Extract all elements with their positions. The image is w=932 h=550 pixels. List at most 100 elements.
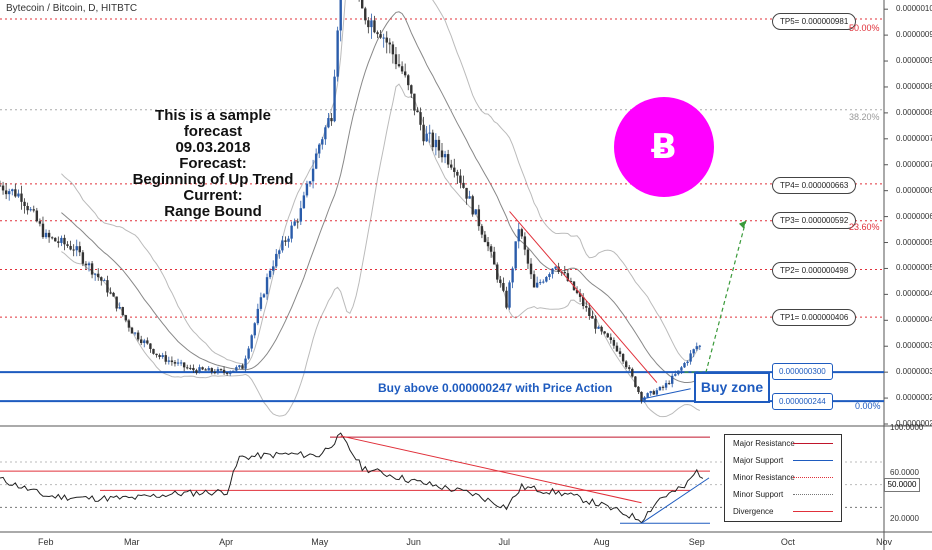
- upper-band: [61, 0, 701, 366]
- candle: [235, 367, 238, 371]
- candle: [686, 361, 689, 364]
- candle: [314, 153, 318, 169]
- candle: [106, 280, 109, 293]
- candle: [327, 118, 330, 128]
- candle: [296, 221, 299, 223]
- annotation-line: Range Bound: [164, 203, 262, 220]
- annotation-line: This is a sample forecast: [155, 107, 271, 140]
- time-tick: May: [311, 537, 329, 547]
- candle: [287, 238, 290, 242]
- candle: [419, 112, 422, 125]
- trendlines: [509, 211, 747, 400]
- candle: [545, 276, 548, 282]
- candle: [4, 190, 8, 195]
- candle: [517, 229, 520, 242]
- candle: [63, 237, 66, 245]
- candle: [624, 361, 628, 368]
- candle: [606, 333, 609, 338]
- candle: [434, 139, 438, 148]
- rsi-tick: 20.0000: [890, 513, 919, 523]
- rsi-support-trendline: [641, 477, 710, 524]
- candle: [164, 355, 167, 362]
- candle: [84, 263, 88, 266]
- time-tick: Jun: [406, 537, 421, 547]
- candle: [483, 234, 487, 243]
- candle: [198, 367, 201, 373]
- candle: [23, 201, 26, 206]
- legend-item: Minor Resistance: [725, 469, 841, 486]
- candle: [278, 250, 281, 254]
- annotation-line: 09.03.2018: [175, 139, 251, 156]
- candle: [41, 223, 45, 238]
- candle: [615, 345, 619, 352]
- candle: [81, 252, 85, 264]
- chart-header: Bytecoin / Bitcoin, D, HITBTC: [6, 3, 138, 14]
- candle: [210, 368, 213, 372]
- candle: [118, 307, 121, 309]
- bytecoin-logo: Ƀ: [614, 97, 714, 197]
- support-trendline: [641, 388, 691, 400]
- candle: [376, 32, 379, 35]
- candle: [446, 154, 450, 165]
- candle: [667, 383, 671, 385]
- candle: [677, 370, 680, 375]
- candle: [256, 308, 260, 324]
- candle: [492, 251, 496, 265]
- candle: [585, 306, 588, 308]
- candle: [143, 340, 146, 344]
- legend-item: Divergence: [725, 503, 841, 520]
- price-tick: 0.000000600: [896, 211, 932, 221]
- candle: [321, 139, 324, 145]
- candle: [514, 241, 517, 269]
- candle: [179, 362, 183, 364]
- candle: [600, 326, 603, 332]
- resistance-trendline: [509, 211, 658, 383]
- candle: [373, 20, 376, 33]
- candle: [176, 362, 180, 364]
- candle: [54, 237, 57, 242]
- price-tick: 0.000000700: [896, 159, 932, 169]
- candle: [182, 362, 186, 368]
- candle: [382, 37, 385, 39]
- candle: [139, 339, 143, 344]
- candle: [268, 270, 272, 278]
- candle: [450, 164, 453, 168]
- candle: [253, 323, 256, 336]
- candle: [440, 150, 444, 158]
- price-tick: 0.000000800: [896, 107, 932, 117]
- candle: [628, 367, 631, 369]
- candle: [127, 320, 131, 328]
- candle: [477, 209, 481, 227]
- candle: [72, 249, 75, 251]
- legend-swatch: [793, 511, 833, 512]
- candle: [634, 376, 637, 387]
- candle: [554, 266, 557, 269]
- candle: [410, 85, 413, 94]
- candle: [195, 370, 198, 373]
- candle: [238, 365, 241, 368]
- candle: [173, 362, 177, 364]
- price-tick: 0.000000950: [896, 30, 932, 40]
- price-tick: 0.000000250: [896, 393, 932, 403]
- rsi-divergence-line: [340, 435, 642, 504]
- candle: [422, 124, 425, 142]
- candle: [591, 315, 594, 319]
- candle: [201, 367, 204, 370]
- candle: [603, 331, 606, 334]
- tp5-label: TP5= 0.000000981: [772, 13, 857, 30]
- candle: [539, 282, 542, 284]
- candle: [646, 393, 649, 398]
- legend-label: Minor Support: [733, 490, 784, 499]
- zone-lower-label: 0.000000244: [772, 393, 833, 410]
- candle: [649, 391, 652, 394]
- candle: [60, 237, 63, 243]
- candle: [658, 386, 662, 391]
- candle: [394, 54, 398, 65]
- candle: [683, 363, 686, 368]
- candle: [631, 368, 634, 377]
- candle: [265, 277, 269, 295]
- candle: [103, 280, 106, 282]
- candle: [152, 348, 155, 354]
- fib-0: 0.00%: [855, 401, 881, 411]
